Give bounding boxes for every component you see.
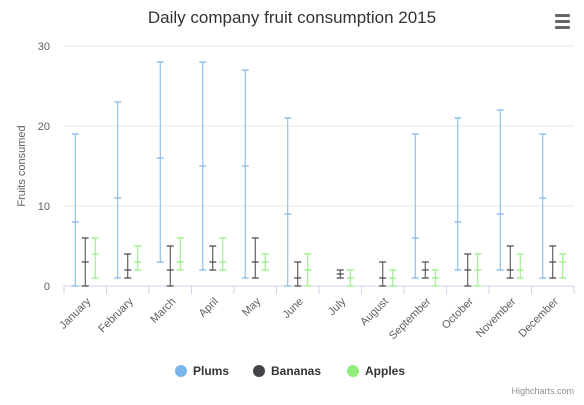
boxplot-point[interactable]: [336, 269, 344, 279]
legend-label: Plums: [193, 364, 229, 378]
boxplot-point[interactable]: [389, 269, 397, 287]
boxplot-point[interactable]: [261, 253, 269, 271]
boxplot-point[interactable]: [549, 245, 557, 279]
boxplot-point[interactable]: [166, 245, 174, 287]
boxplot-point[interactable]: [209, 245, 217, 271]
x-tick-label: July: [326, 295, 349, 318]
y-axis: 0 10 20 30: [38, 41, 50, 293]
boxplot-point[interactable]: [91, 237, 99, 279]
x-tick-label: April: [197, 296, 221, 320]
x-tick-label: December: [517, 295, 562, 340]
y-tick-label: 20: [38, 121, 50, 133]
boxplot-point[interactable]: [559, 253, 567, 279]
boxplot-point[interactable]: [496, 109, 504, 271]
boxplot-point[interactable]: [516, 253, 524, 279]
legend-label: Apples: [365, 364, 405, 378]
chart-title: Daily company fruit consumption 2015: [148, 8, 436, 27]
legend-item-plums[interactable]: Plums: [175, 364, 229, 378]
context-menu-button[interactable]: [550, 10, 574, 32]
boxplot-point[interactable]: [421, 261, 429, 279]
boxplot-point[interactable]: [81, 237, 89, 287]
plot-area: [71, 61, 567, 287]
grid-lines: [64, 45, 574, 207]
y-axis-title: Fruits consumed: [16, 125, 28, 206]
legend: Plums Bananas Apples: [175, 364, 405, 378]
boxplot-point[interactable]: [251, 237, 259, 279]
boxplot-point[interactable]: [124, 253, 132, 279]
boxplot-point[interactable]: [176, 237, 184, 271]
legend-item-apples[interactable]: Apples: [347, 364, 405, 378]
boxplot-point[interactable]: [346, 269, 354, 287]
x-tick-label: January: [57, 295, 94, 332]
boxplot-point[interactable]: [304, 253, 312, 287]
boxplot-point[interactable]: [156, 61, 164, 263]
legend-marker: [175, 365, 187, 377]
boxplot-point[interactable]: [411, 133, 419, 279]
x-tick-label: March: [148, 296, 178, 326]
series-apples[interactable]: [91, 237, 567, 287]
x-axis: January February March April May June July Augu…: [57, 285, 575, 342]
boxplot-point[interactable]: [539, 133, 547, 279]
x-tick-label: June: [281, 296, 306, 321]
series-bananas[interactable]: [81, 237, 557, 287]
boxplot-point[interactable]: [454, 117, 462, 271]
x-tick-label: September: [387, 295, 434, 342]
boxplot-point[interactable]: [464, 253, 472, 287]
y-tick-label: 10: [38, 201, 50, 213]
boxplot-point[interactable]: [294, 261, 302, 287]
boxplot-point[interactable]: [134, 245, 142, 271]
legend-marker: [253, 365, 265, 377]
boxplot-point[interactable]: [506, 245, 514, 279]
boxplot-point[interactable]: [431, 269, 439, 287]
boxplot-point[interactable]: [284, 117, 292, 287]
credits-link[interactable]: Highcharts.com: [511, 386, 574, 396]
boxplot-point[interactable]: [71, 133, 79, 287]
x-tick-label: October: [440, 295, 476, 331]
boxplot-point[interactable]: [241, 69, 249, 279]
legend-item-bananas[interactable]: Bananas: [253, 364, 321, 378]
boxplot-point[interactable]: [114, 101, 122, 279]
boxplot-point[interactable]: [219, 237, 227, 271]
y-tick-label: 30: [38, 41, 50, 53]
x-tick-label: February: [96, 295, 136, 335]
x-tick-label: May: [240, 295, 264, 319]
x-tick-label: August: [358, 296, 391, 329]
hamburger-menu-icon: [555, 14, 570, 29]
boxplot-point[interactable]: [199, 61, 207, 271]
boxplot-point[interactable]: [379, 261, 387, 287]
y-tick-label: 0: [44, 281, 50, 293]
x-tick-label: November: [474, 295, 519, 340]
series-plums[interactable]: [71, 61, 547, 287]
boxplot-point[interactable]: [474, 253, 482, 287]
legend-label: Bananas: [271, 364, 321, 378]
legend-marker: [347, 365, 359, 377]
